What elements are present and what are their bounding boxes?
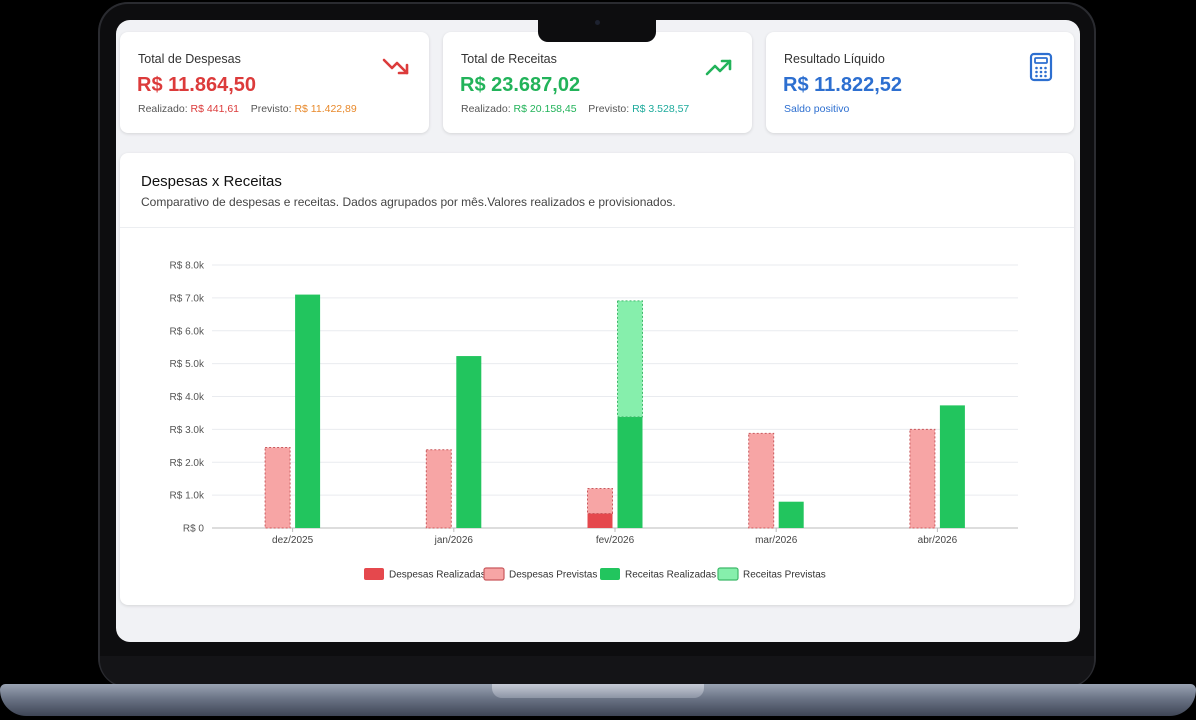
previsto-value: R$ 11.422,89 bbox=[294, 103, 357, 115]
kpi-breakdown: Realizado: R$ 20.158,45 Previsto: R$ 3.5… bbox=[461, 103, 689, 115]
y-tick-label: R$ 6.0k bbox=[170, 326, 205, 337]
calculator-icon bbox=[1029, 52, 1053, 82]
trending-down-icon bbox=[382, 58, 409, 75]
previsto-value: R$ 3.528,57 bbox=[632, 103, 690, 115]
kpi-card-receitas[interactable]: Total de Receitas R$ 23.687,02 Realizado… bbox=[443, 32, 752, 133]
bar-receitas-realizadas bbox=[778, 501, 804, 528]
laptop-chin bbox=[100, 656, 1094, 686]
camera-notch bbox=[538, 20, 656, 42]
y-tick-label: R$ 4.0k bbox=[170, 392, 205, 403]
x-tick-label: jan/2026 bbox=[434, 535, 474, 546]
kpi-title: Resultado Líquido bbox=[784, 52, 885, 66]
kpi-breakdown: Realizado: R$ 441,61 Previsto: R$ 11.422… bbox=[138, 103, 357, 115]
bar-despesas-previstas bbox=[748, 432, 775, 529]
realizado-value: R$ 20.158,45 bbox=[513, 103, 577, 115]
y-tick-label: R$ 7.0k bbox=[170, 293, 205, 304]
previsto-label: Previsto: bbox=[250, 103, 292, 115]
legend-swatch bbox=[717, 567, 739, 581]
bar-despesas-previstas bbox=[264, 446, 291, 529]
legend-swatch bbox=[364, 568, 384, 580]
y-tick-label: R$ 8.0k bbox=[170, 261, 205, 272]
laptop-trackpad-lip bbox=[492, 684, 704, 698]
bar-despesas-previstas bbox=[425, 449, 452, 529]
x-tick-label: fev/2026 bbox=[596, 535, 635, 546]
bar-despesas-previstas bbox=[587, 488, 613, 515]
legend-swatch bbox=[600, 568, 620, 580]
previsto-label: Previsto: bbox=[588, 103, 630, 115]
realizado-label: Realizado: bbox=[461, 103, 511, 115]
bar-receitas-realizadas bbox=[456, 356, 482, 528]
legend-swatch bbox=[483, 567, 505, 581]
bar-chart: R$ 0 R$ 1.0k R$ 2.0k R$ 3.0k R$ 4.0k R$ 5.0k R… bbox=[170, 261, 1018, 581]
kpi-card-despesas[interactable]: Total de Despesas R$ 11.864,50 Realizado… bbox=[120, 32, 429, 133]
saldo-note: Saldo positivo bbox=[784, 103, 850, 115]
y-tick-label: R$ 0 bbox=[183, 524, 205, 535]
bar-despesas-previstas bbox=[909, 428, 936, 529]
y-tick-label: R$ 1.0k bbox=[170, 491, 205, 502]
trending-up-icon bbox=[705, 59, 732, 76]
kpi-title: Total de Despesas bbox=[138, 52, 241, 66]
bar-despesas-realizadas bbox=[587, 513, 613, 528]
x-tick-label: mar/2026 bbox=[755, 535, 798, 546]
chart-subtitle: Comparativo de despesas e receitas. Dado… bbox=[141, 195, 676, 209]
camera-dot bbox=[595, 20, 600, 25]
kpi-value: R$ 23.687,02 bbox=[460, 74, 581, 96]
kpi-value: R$ 11.864,50 bbox=[137, 74, 256, 96]
bar-receitas-realizadas bbox=[295, 294, 321, 528]
kpi-card-resultado[interactable]: Resultado Líquido R$ 11.822,52 Saldo pos… bbox=[766, 32, 1074, 133]
x-tick-label: dez/2025 bbox=[272, 535, 314, 546]
legend-label: Receitas Previstas bbox=[743, 570, 826, 581]
x-tick-label: abr/2026 bbox=[918, 535, 958, 546]
chart-divider bbox=[120, 227, 1074, 228]
realizado-value: R$ 441,61 bbox=[190, 103, 240, 115]
realizado-label: Realizado: bbox=[138, 103, 188, 115]
bar-receitas-previstas bbox=[617, 300, 643, 418]
kpi-value: R$ 11.822,52 bbox=[783, 74, 902, 96]
bar-receitas-realizadas bbox=[617, 416, 643, 528]
kpi-title: Total de Receitas bbox=[461, 52, 557, 66]
y-tick-label: R$ 3.0k bbox=[170, 425, 205, 436]
y-tick-label: R$ 5.0k bbox=[170, 359, 205, 370]
legend-label: Despesas Realizadas bbox=[389, 570, 486, 581]
legend-label: Receitas Realizadas bbox=[625, 570, 716, 581]
chart-title: Despesas x Receitas bbox=[141, 173, 282, 190]
legend-label: Despesas Previstas bbox=[509, 570, 597, 581]
y-tick-label: R$ 2.0k bbox=[170, 458, 205, 469]
chart-card: Despesas x Receitas Comparativo de despe… bbox=[120, 153, 1074, 605]
bar-receitas-realizadas bbox=[939, 405, 965, 528]
